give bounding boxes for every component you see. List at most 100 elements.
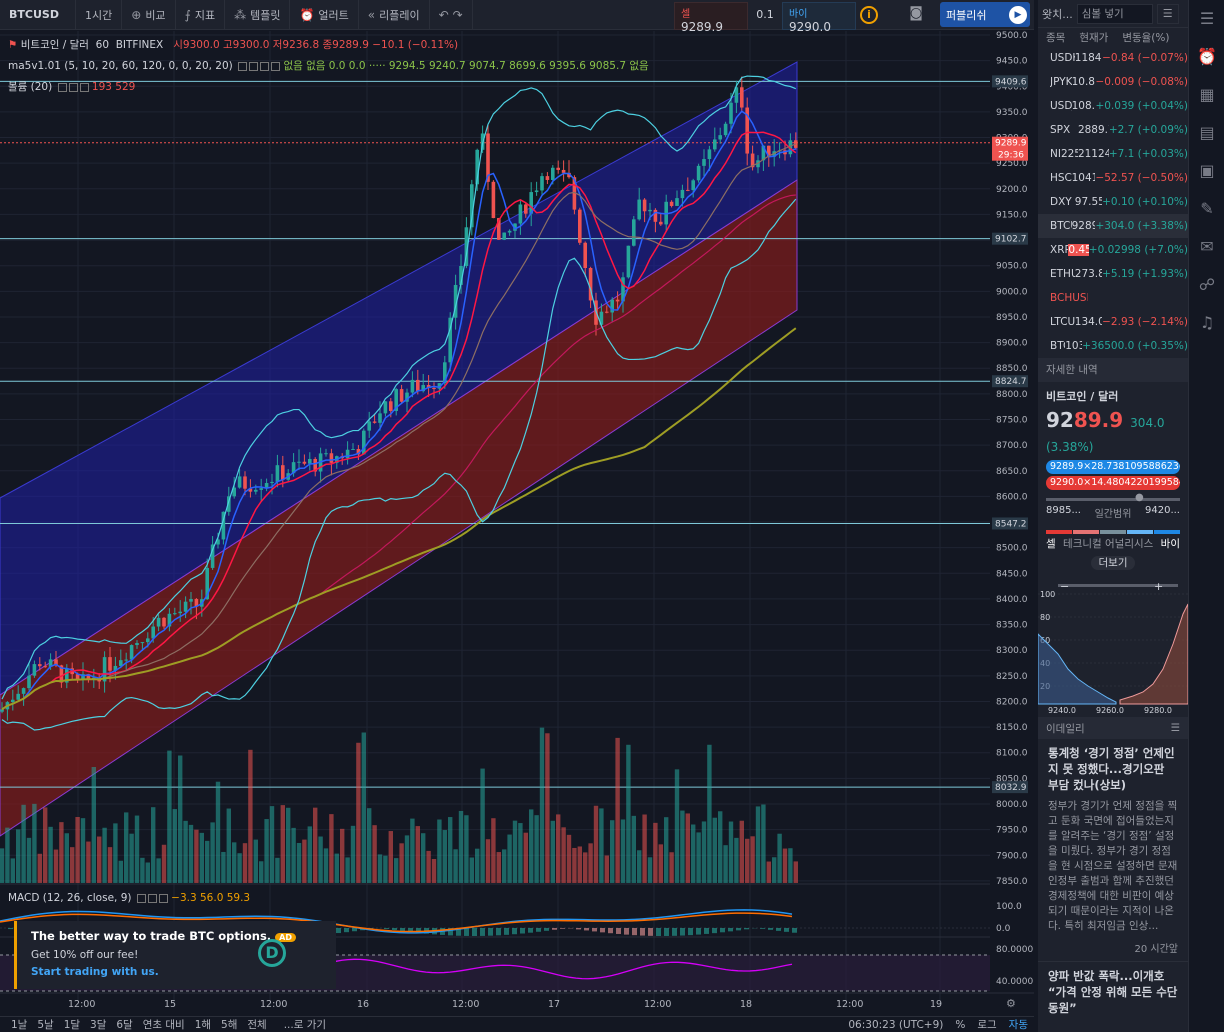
candle-body[interactable] bbox=[723, 123, 728, 136]
candle-body[interactable] bbox=[740, 87, 744, 108]
range-button[interactable]: 1달 bbox=[63, 1019, 81, 1031]
range-button[interactable]: 3달 bbox=[90, 1019, 107, 1031]
candle-body[interactable] bbox=[648, 209, 652, 212]
candle-body[interactable] bbox=[621, 277, 625, 302]
candle-body[interactable] bbox=[59, 665, 64, 683]
watchlist-row[interactable]: BTCKRW10352000.0+36500.0 (+0.35%) bbox=[1038, 334, 1188, 358]
candle-body[interactable] bbox=[426, 385, 431, 389]
interval-button[interactable]: 1시간 bbox=[76, 0, 123, 30]
zoom-in-icon[interactable]: + bbox=[1154, 580, 1163, 593]
eye-icon[interactable] bbox=[57, 82, 67, 92]
candle-body[interactable] bbox=[416, 379, 420, 392]
candle-body[interactable] bbox=[507, 230, 512, 233]
candle-body[interactable] bbox=[183, 601, 188, 612]
zoom-out-icon[interactable]: − bbox=[1060, 580, 1069, 593]
candle-body[interactable] bbox=[119, 660, 123, 666]
candle-body[interactable] bbox=[453, 284, 458, 318]
candle-body[interactable] bbox=[162, 617, 166, 627]
candle-body[interactable] bbox=[729, 102, 733, 124]
list-menu-icon[interactable]: ☰ bbox=[1170, 722, 1180, 734]
bell-icon[interactable]: ♫ bbox=[1199, 313, 1215, 332]
candle-body[interactable] bbox=[194, 599, 199, 607]
watchlist-row[interactable]: HSCEI10419.87−52.57 (−0.50%) bbox=[1038, 166, 1188, 190]
candle-body[interactable] bbox=[43, 666, 47, 668]
camera-icon[interactable]: ◙ bbox=[909, 5, 923, 21]
candle-body[interactable] bbox=[475, 149, 479, 185]
candle-body[interactable] bbox=[551, 167, 555, 180]
candle-body[interactable] bbox=[259, 488, 263, 490]
candle-body[interactable] bbox=[329, 453, 334, 463]
ad-link[interactable]: Start trading with us. bbox=[31, 966, 159, 978]
candle-body[interactable] bbox=[513, 223, 517, 231]
volume-legend[interactable]: 볼륨 (20) 193 529 bbox=[8, 79, 135, 94]
range-button[interactable]: 5해 bbox=[221, 1019, 238, 1031]
candle-body[interactable] bbox=[389, 401, 393, 411]
watchlist-title[interactable]: 왓치... bbox=[1042, 7, 1073, 21]
candle-body[interactable] bbox=[545, 176, 550, 180]
candle-body[interactable] bbox=[378, 413, 382, 423]
candle-body[interactable] bbox=[702, 159, 706, 166]
candle-body[interactable] bbox=[48, 659, 53, 667]
candle-body[interactable] bbox=[642, 199, 647, 212]
candle-body[interactable] bbox=[243, 476, 247, 489]
candle-body[interactable] bbox=[129, 645, 134, 660]
candle-body[interactable] bbox=[372, 421, 377, 423]
watchlist-row[interactable]: DXY 97.55 +0.10 (+0.10%) bbox=[1038, 190, 1188, 214]
candle-body[interactable] bbox=[313, 458, 317, 472]
chart-area[interactable]: 9500.09450.09400.09350.09300.09250.09200… bbox=[0, 31, 1034, 1016]
candle-body[interactable] bbox=[227, 496, 231, 512]
candle-body[interactable] bbox=[0, 709, 4, 712]
candle-body[interactable] bbox=[556, 167, 560, 170]
watchlist-row[interactable]: SPX 2889.7+2.7 (+0.09%) bbox=[1038, 118, 1188, 142]
range-button[interactable]: 5날 bbox=[37, 1019, 54, 1031]
candle-body[interactable] bbox=[151, 626, 155, 639]
candle-body[interactable] bbox=[21, 688, 26, 694]
candle-body[interactable] bbox=[108, 657, 112, 671]
goto-button[interactable]: ...로 가기 bbox=[283, 1019, 327, 1031]
candle-body[interactable] bbox=[605, 311, 609, 313]
candle-body[interactable] bbox=[529, 192, 533, 214]
candle-body[interactable] bbox=[254, 489, 258, 492]
candle-body[interactable] bbox=[745, 107, 749, 154]
range-button[interactable]: 1날 bbox=[11, 1019, 28, 1031]
candle-body[interactable] bbox=[351, 448, 355, 450]
candle-body[interactable] bbox=[486, 133, 490, 182]
candle-body[interactable] bbox=[410, 379, 415, 393]
watchlist-row[interactable]: USDKRW1184.39−0.84 (−0.07%) bbox=[1038, 46, 1188, 70]
candle-body[interactable] bbox=[167, 613, 172, 627]
time-axis[interactable]: 12:00 15 12:00 16 12:00 17 12:00 18 12:00 19 ⚙ bbox=[0, 992, 1034, 1010]
chat-icon[interactable]: ✉ bbox=[1200, 237, 1214, 256]
candle-body[interactable] bbox=[534, 190, 539, 193]
candle-body[interactable] bbox=[421, 385, 425, 392]
eye-icon[interactable] bbox=[136, 893, 146, 903]
depth-zoom-slider[interactable] bbox=[1058, 584, 1178, 587]
candle-body[interactable] bbox=[264, 483, 269, 489]
candle-body[interactable] bbox=[750, 153, 755, 168]
candle-body[interactable] bbox=[464, 227, 469, 266]
candle-body[interactable] bbox=[432, 388, 436, 390]
candle-body[interactable] bbox=[362, 430, 366, 455]
candle-body[interactable] bbox=[540, 176, 544, 191]
candle-body[interactable] bbox=[367, 421, 371, 431]
watchlist-icon[interactable]: ☰ bbox=[1199, 9, 1215, 28]
info-icon[interactable]: i bbox=[860, 6, 878, 24]
range-button[interactable]: 6달 bbox=[116, 1019, 133, 1031]
calendar-icon[interactable]: ▣ bbox=[1199, 161, 1215, 180]
candle-body[interactable] bbox=[216, 539, 220, 545]
buy-button[interactable]: 바이 9290.0 bbox=[782, 2, 856, 34]
col-change[interactable]: 변동율(%) bbox=[1122, 31, 1170, 44]
candle-body[interactable] bbox=[291, 462, 296, 474]
col-symbol[interactable]: 종목 bbox=[1046, 31, 1066, 44]
candle-body[interactable] bbox=[281, 465, 285, 480]
candle-body[interactable] bbox=[383, 401, 388, 414]
candle-body[interactable] bbox=[518, 204, 523, 224]
candle-body[interactable] bbox=[707, 149, 712, 160]
candle-body[interactable] bbox=[210, 544, 215, 568]
candle-body[interactable] bbox=[459, 265, 463, 285]
watchlist-row[interactable]: BTCUSD9289.9+304.0 (+3.38%) bbox=[1038, 214, 1188, 238]
percent-toggle[interactable]: % bbox=[955, 1018, 966, 1031]
candle-body[interactable] bbox=[637, 199, 641, 220]
candle-body[interactable] bbox=[491, 181, 496, 219]
